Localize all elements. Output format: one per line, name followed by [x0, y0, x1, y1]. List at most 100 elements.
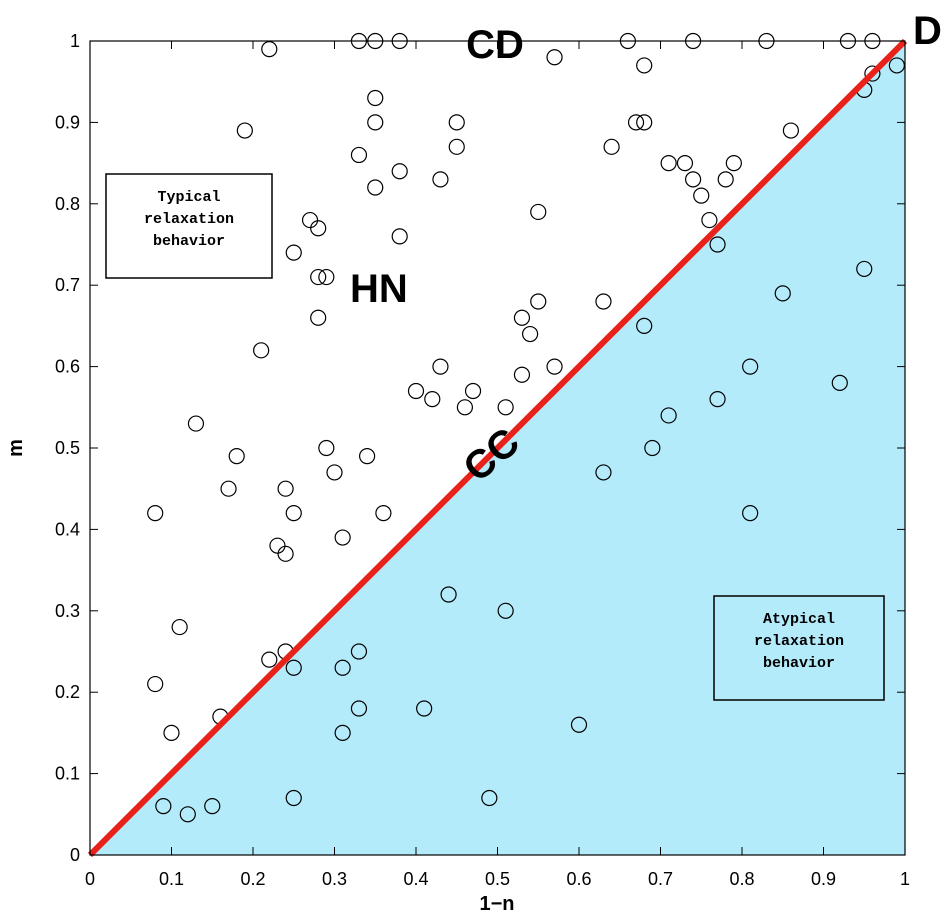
- data-point: [481, 789, 498, 807]
- data-point: [228, 448, 245, 465]
- y-tick-label: 0.5: [55, 438, 80, 458]
- data-point: [310, 220, 327, 237]
- data-point: [521, 325, 539, 343]
- data-point: [277, 545, 294, 562]
- data-point: [782, 122, 800, 139]
- data-point: [277, 480, 294, 497]
- data-point: [350, 146, 368, 164]
- data-point: [831, 374, 848, 391]
- y-tick-label: 0.1: [55, 764, 80, 784]
- data-point: [350, 643, 368, 660]
- x-tick-label: 0.7: [648, 869, 673, 889]
- y-tick-label: 0.9: [55, 112, 80, 132]
- y-tick-label: 0.3: [55, 601, 80, 621]
- data-point: [391, 163, 408, 180]
- y-tick-label: 0.2: [55, 682, 80, 702]
- data-point: [693, 187, 710, 204]
- data-point: [367, 89, 384, 107]
- data-point: [864, 65, 881, 82]
- data-point: [701, 211, 718, 229]
- data-point: [326, 464, 343, 481]
- data-point: [163, 724, 180, 742]
- label-cd: CD: [466, 23, 524, 67]
- data-point: [725, 155, 742, 172]
- x-tick-label: 0.6: [566, 869, 591, 889]
- data-point: [310, 268, 327, 286]
- data-point: [204, 798, 221, 815]
- data-point: [497, 399, 514, 416]
- x-tick-label: 0.8: [729, 869, 754, 889]
- y-tick-label: 1: [70, 31, 80, 51]
- y-tick-label: 0.4: [55, 519, 80, 539]
- data-point: [318, 268, 335, 286]
- data-point: [742, 358, 759, 375]
- data-point: [261, 651, 278, 668]
- data-point: [513, 366, 531, 383]
- data-point: [318, 439, 335, 457]
- atypical-region-box: Atypical relaxation behavior: [713, 595, 885, 701]
- x-axis-title: 1−n: [479, 893, 514, 915]
- data-point: [367, 114, 384, 131]
- data-point: [220, 480, 237, 497]
- data-point: [530, 293, 547, 310]
- data-point: [285, 659, 302, 676]
- data-point: [179, 806, 196, 823]
- data-point: [660, 155, 677, 172]
- data-point: [570, 716, 588, 733]
- typical-region-box: Typical relaxation behavior: [105, 173, 273, 279]
- data-point: [334, 659, 351, 676]
- data-point: [261, 41, 278, 58]
- data-point: [253, 342, 270, 359]
- data-point: [742, 505, 759, 522]
- data-point: [636, 317, 653, 334]
- typical-region-label: Typical relaxation behavior: [144, 189, 234, 250]
- data-point: [359, 448, 376, 465]
- data-point: [497, 602, 514, 619]
- data-point: [301, 211, 319, 229]
- data-point: [367, 179, 384, 196]
- x-tick-label: 0.2: [240, 869, 265, 889]
- atypical-region-label: Atypical relaxation behavior: [754, 611, 844, 672]
- data-point: [285, 505, 302, 522]
- data-point: [684, 171, 702, 188]
- data-point: [546, 49, 563, 66]
- data-point: [171, 618, 188, 636]
- data-point: [513, 309, 531, 326]
- y-axis-title: m: [5, 439, 27, 457]
- data-point: [147, 505, 164, 522]
- data-point: [644, 439, 661, 457]
- diagonal-line: [87, 38, 908, 858]
- y-axis-ticks: 0 0.1 0.2 0.3 0.4 0.5 0.6 0.7 0.8 0.9 1: [55, 31, 905, 865]
- data-point: [774, 285, 791, 302]
- data-point: [888, 57, 905, 74]
- y-tick-label: 0.7: [55, 275, 80, 295]
- data-point: [717, 171, 734, 188]
- data-point: [416, 700, 433, 717]
- x-tick-label: 0.5: [485, 869, 510, 889]
- data-point: [530, 203, 547, 221]
- data-point: [334, 724, 351, 742]
- data-point: [187, 415, 205, 432]
- y-tick-label: 0.8: [55, 194, 80, 214]
- data-point: [636, 114, 653, 131]
- data-point: [627, 114, 645, 131]
- data-point: [155, 798, 172, 815]
- data-point: [407, 382, 425, 400]
- data-point: [432, 171, 449, 188]
- data-point: [660, 407, 677, 424]
- data-point: [391, 228, 408, 245]
- data-point: [334, 529, 351, 546]
- data-point: [676, 155, 694, 172]
- x-axis-ticks: 0 0.1 0.2 0.3 0.4 0.5 0.6 0.7 0.8 0.9 1: [85, 41, 910, 889]
- y-tick-label: 0: [70, 845, 80, 865]
- data-point: [546, 358, 563, 375]
- data-point: [285, 244, 302, 261]
- data-point: [603, 138, 620, 155]
- x-tick-label: 1: [900, 869, 910, 889]
- data-point: [236, 122, 253, 139]
- data-point: [432, 358, 449, 375]
- data-point: [709, 391, 726, 408]
- data-point: [147, 675, 164, 693]
- x-tick-label: 0: [85, 869, 95, 889]
- data-point: [856, 260, 873, 278]
